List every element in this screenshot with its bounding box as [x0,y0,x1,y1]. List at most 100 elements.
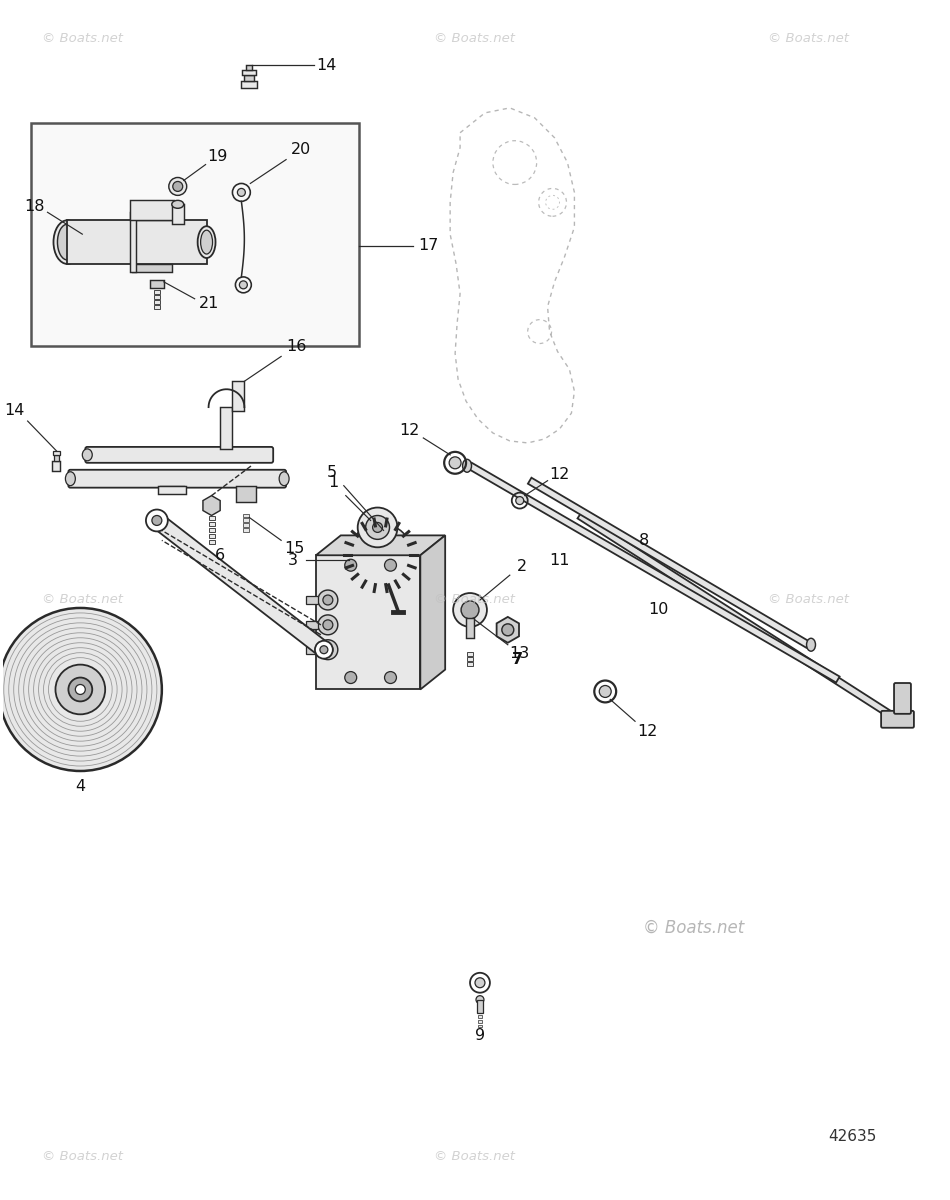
Text: 13: 13 [509,646,530,661]
Circle shape [318,640,338,660]
Bar [54,455,60,461]
Circle shape [169,178,187,196]
Circle shape [318,590,338,610]
Circle shape [323,644,332,655]
Circle shape [349,523,412,587]
Ellipse shape [53,221,82,264]
Circle shape [55,665,105,714]
Text: © Boats.net: © Boats.net [42,32,123,44]
Text: 18: 18 [25,199,45,214]
Circle shape [475,978,484,988]
Bar [209,534,215,539]
Polygon shape [468,463,840,683]
Polygon shape [152,514,329,656]
Bar [233,382,244,412]
Bar [130,212,136,272]
Ellipse shape [200,230,213,254]
Circle shape [318,614,338,635]
Text: 12: 12 [549,467,570,482]
Ellipse shape [463,460,471,473]
Ellipse shape [66,472,75,486]
Circle shape [516,497,523,504]
Text: © Boats.net: © Boats.net [434,32,516,44]
Text: © Boats.net: © Boats.net [768,32,848,44]
Text: 2: 2 [517,559,527,574]
Text: 19: 19 [207,149,228,164]
Bar [243,528,249,533]
Ellipse shape [83,449,92,461]
Text: © Boats.net: © Boats.net [434,1151,516,1163]
Text: © Boats.net: © Boats.net [768,594,848,606]
Bar [172,204,183,224]
Bar [244,76,255,82]
Circle shape [315,641,332,659]
Circle shape [68,678,92,702]
Circle shape [152,516,162,526]
Bar [237,486,256,502]
Bar [220,407,233,449]
Text: 14: 14 [5,403,25,418]
Circle shape [358,508,397,547]
Bar [467,661,473,666]
Bar [132,264,172,272]
Ellipse shape [279,472,289,486]
Bar [160,486,183,490]
Text: © Boats.net: © Boats.net [42,1151,123,1163]
Text: 20: 20 [291,142,312,157]
Text: 12: 12 [399,424,420,438]
Circle shape [369,544,392,568]
Text: 17: 17 [418,239,439,253]
Circle shape [323,595,332,605]
Bar [467,652,473,655]
Bar [209,528,215,533]
Bar [243,523,249,528]
Bar [52,461,61,470]
Circle shape [345,559,356,571]
Bar [306,646,318,654]
Circle shape [502,624,514,636]
Polygon shape [578,512,900,722]
Bar [209,522,215,527]
Text: 7: 7 [512,652,523,667]
Bar [478,1014,482,1018]
Text: 12: 12 [636,724,657,739]
Bar [477,1000,483,1013]
Circle shape [239,281,247,289]
Text: 6: 6 [215,547,224,563]
Text: 10: 10 [649,602,669,618]
Text: 14: 14 [316,58,337,73]
Bar [467,656,473,661]
Text: 4: 4 [75,780,86,794]
Text: 21: 21 [199,296,218,311]
Bar [158,486,185,493]
Text: 16: 16 [286,338,306,354]
Ellipse shape [172,200,183,209]
Circle shape [599,685,611,697]
Bar [246,65,253,70]
Polygon shape [316,535,446,556]
Polygon shape [316,556,420,690]
Bar [154,290,160,294]
Bar [53,451,61,455]
Text: 5: 5 [327,466,337,480]
Text: 15: 15 [284,541,304,556]
Text: © Boats.net: © Boats.net [42,594,123,606]
Bar [30,122,359,347]
Text: © Boats.net: © Boats.net [434,594,516,606]
Circle shape [372,522,383,533]
Circle shape [238,188,245,197]
Bar [209,540,215,545]
Bar [306,620,318,629]
Bar [132,212,172,221]
Text: © Boats.net: © Boats.net [643,919,745,937]
FancyBboxPatch shape [68,469,286,487]
Circle shape [75,684,86,695]
Circle shape [0,608,162,770]
Bar [209,516,215,521]
Circle shape [323,620,332,630]
Polygon shape [528,478,809,648]
FancyBboxPatch shape [86,446,274,463]
Bar [478,1020,482,1022]
Bar [478,1025,482,1027]
Bar [154,300,160,304]
